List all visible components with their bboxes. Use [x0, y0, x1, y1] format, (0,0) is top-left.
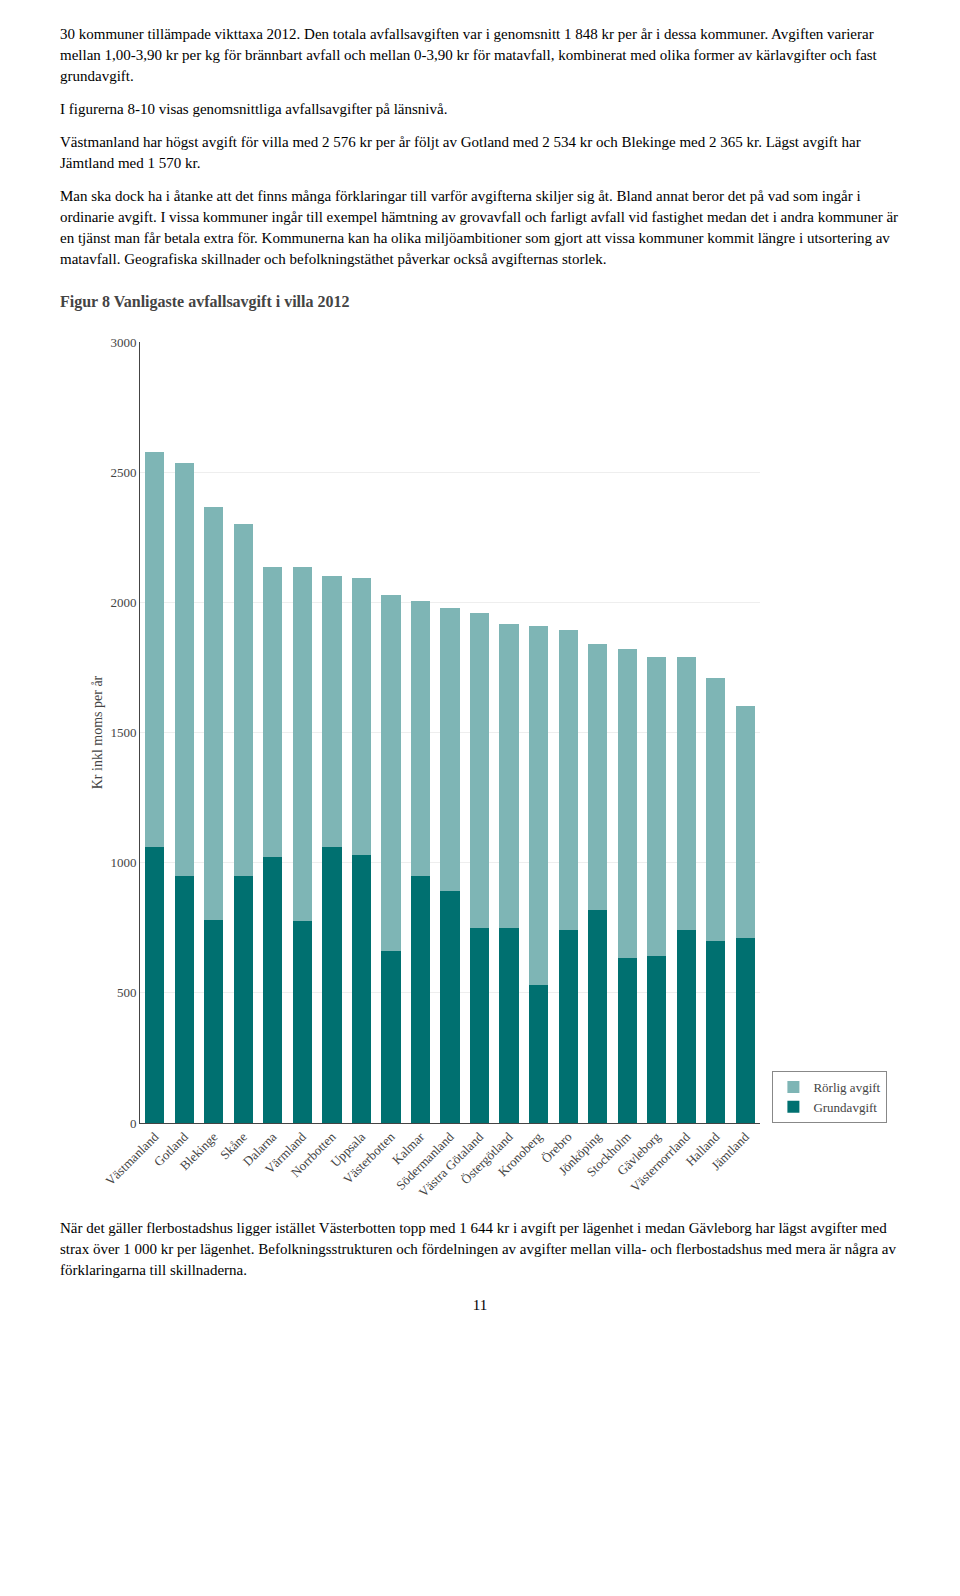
svg-text:Skåne: Skåne: [217, 1129, 250, 1162]
svg-text:Halland: Halland: [683, 1129, 723, 1169]
svg-text:Västernorrland: Västernorrland: [627, 1129, 693, 1195]
svg-text:Västra Götaland: Västra Götaland: [416, 1129, 487, 1200]
svg-text:Södermanland: Södermanland: [393, 1129, 457, 1193]
svg-text:Västerbotten: Västerbotten: [340, 1129, 398, 1187]
svg-text:1500: 1500: [110, 725, 136, 740]
svg-text:Grundavgift: Grundavgift: [813, 1100, 877, 1115]
svg-text:2000: 2000: [110, 595, 136, 610]
svg-text:Stockholm: Stockholm: [583, 1129, 633, 1179]
svg-text:Kalmar: Kalmar: [389, 1129, 428, 1168]
html-text:Man ska dock ha i åtanke att d: Man ska dock ha i åtanke att det finns m…: [60, 188, 899, 267]
svg-text:3000: 3000: [110, 335, 136, 350]
svg-text:Jämtland: Jämtland: [708, 1129, 752, 1173]
svg-text:Kr inkl moms per år: Kr inkl moms per år: [90, 675, 105, 789]
svg-text:Rörlig avgift: Rörlig avgift: [813, 1080, 880, 1095]
svg-text:Blekinge: Blekinge: [177, 1129, 221, 1173]
svg-text:Gävleborg: Gävleborg: [614, 1129, 664, 1179]
svg-text:0: 0: [130, 1116, 137, 1131]
svg-text:Figur 8 Vanligaste avfallsavgi: Figur 8 Vanligaste avfallsavgift i villa…: [60, 293, 350, 311]
svg-text:Värmland: Värmland: [262, 1129, 310, 1177]
svg-text:Uppsala: Uppsala: [327, 1129, 368, 1170]
svg-text:Kronoberg: Kronoberg: [495, 1129, 546, 1180]
svg-text:500: 500: [117, 985, 136, 1000]
html-text:När det gäller flerbostadshus: När det gäller flerbostadshus ligger ist…: [60, 1220, 896, 1278]
html-text:Västmanland har högst avgift f: Västmanland har högst avgift för villa m…: [60, 134, 861, 171]
svg-text:Östergötland: Östergötland: [458, 1129, 516, 1187]
svg-text:Jönköping: Jönköping: [555, 1129, 604, 1178]
svg-text:1000: 1000: [110, 855, 136, 870]
svg-text:Västmanland: Västmanland: [102, 1129, 161, 1188]
svg-text:Örebro: Örebro: [538, 1129, 575, 1166]
svg-text:Gotland: Gotland: [151, 1129, 192, 1170]
html-text:I figurerna 8-10 visas genomsn: I figurerna 8-10 visas genomsnittliga av…: [60, 101, 448, 117]
svg-text:Norrbotten: Norrbotten: [288, 1129, 339, 1180]
svg-text:Dalarna: Dalarna: [240, 1129, 280, 1169]
html-text:11: 11: [472, 1297, 488, 1313]
html-text:30 kommuner tillämpade vikttax: 30 kommuner tillämpade vikttaxa 2012. De…: [60, 26, 877, 84]
svg-text:2500: 2500: [110, 465, 136, 480]
